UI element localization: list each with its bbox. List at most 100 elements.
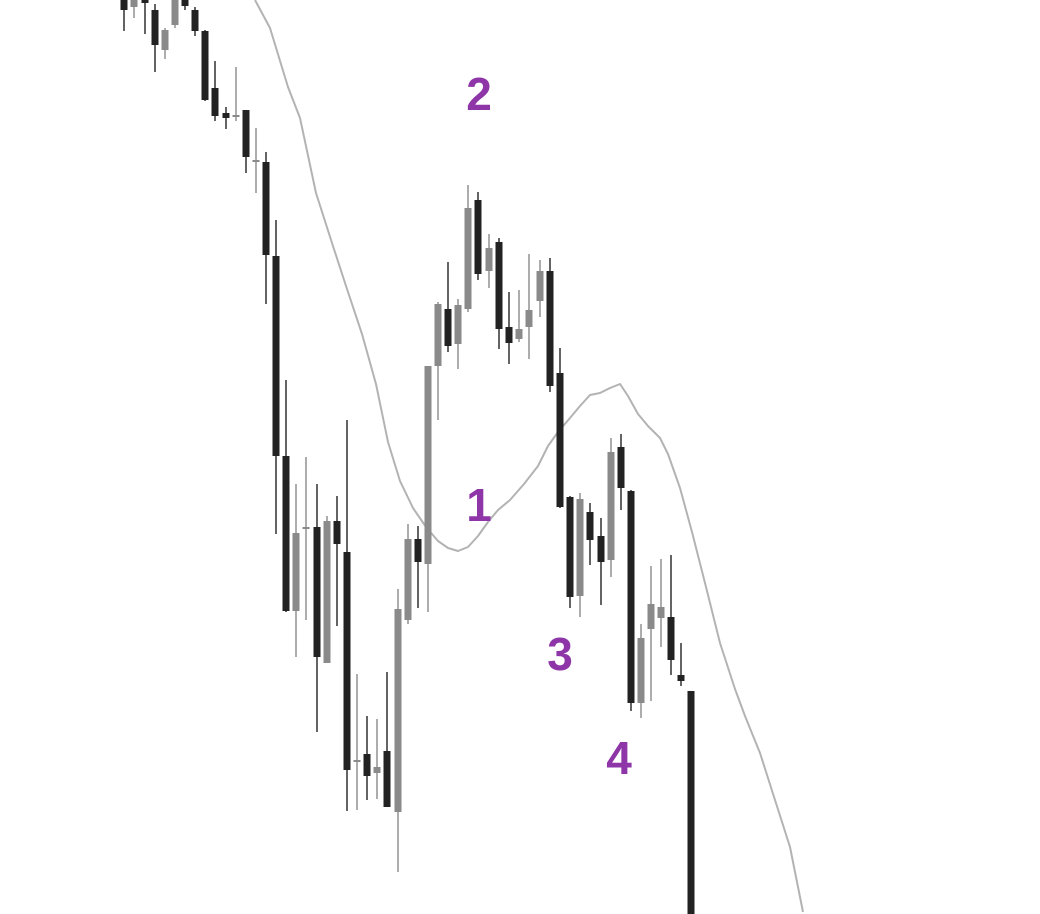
candle-body bbox=[252, 160, 260, 162]
candle-body bbox=[394, 609, 402, 812]
candle bbox=[333, 496, 341, 626]
candle bbox=[647, 566, 655, 701]
candle-body bbox=[242, 110, 250, 157]
candle bbox=[282, 380, 290, 612]
candle bbox=[687, 691, 695, 914]
candle-body bbox=[161, 30, 169, 50]
candle bbox=[627, 490, 635, 711]
candle bbox=[151, 4, 159, 72]
candle-body bbox=[607, 452, 615, 560]
candle bbox=[424, 366, 432, 612]
candle-body bbox=[353, 760, 361, 762]
candle bbox=[586, 503, 594, 565]
candle-body bbox=[383, 751, 391, 807]
candle-body bbox=[556, 373, 564, 507]
candle-body bbox=[687, 691, 695, 914]
candle bbox=[161, 28, 169, 59]
candle-body bbox=[474, 200, 482, 274]
candle bbox=[171, 0, 179, 28]
candle-body bbox=[282, 456, 290, 611]
candle-body bbox=[272, 256, 280, 456]
candle-body bbox=[171, 0, 179, 25]
candle bbox=[302, 457, 310, 620]
candle-body bbox=[677, 675, 685, 681]
candle bbox=[414, 526, 422, 608]
candle bbox=[222, 107, 230, 129]
candle bbox=[576, 493, 584, 617]
candle bbox=[566, 496, 574, 608]
candle bbox=[667, 555, 675, 675]
candle-body bbox=[181, 0, 189, 6]
candle bbox=[252, 128, 260, 193]
candle bbox=[394, 589, 402, 872]
candle bbox=[242, 110, 250, 173]
candle-body bbox=[536, 271, 544, 301]
candle bbox=[474, 192, 482, 280]
candle-body bbox=[637, 638, 645, 703]
candle-body bbox=[343, 552, 351, 770]
candle-body bbox=[302, 527, 310, 529]
candle bbox=[141, 0, 149, 34]
candle bbox=[525, 254, 533, 359]
candle-body bbox=[333, 521, 341, 544]
candle-body bbox=[313, 527, 321, 657]
candle bbox=[262, 152, 270, 304]
candle-body bbox=[566, 497, 574, 597]
candle-body bbox=[597, 536, 605, 562]
candle bbox=[434, 302, 442, 420]
candle-body bbox=[525, 310, 533, 327]
candle-body bbox=[586, 512, 594, 540]
candle bbox=[495, 238, 503, 349]
candle-body bbox=[151, 10, 159, 45]
candle-body bbox=[141, 0, 149, 3]
candle-body bbox=[363, 754, 371, 776]
wave-label-4: 4 bbox=[606, 732, 632, 784]
candle-body bbox=[505, 327, 513, 343]
candle-body bbox=[546, 271, 554, 386]
candle bbox=[211, 61, 219, 121]
candle-body bbox=[485, 248, 493, 271]
candle bbox=[353, 674, 361, 810]
candle-body bbox=[414, 539, 422, 562]
candle-body bbox=[576, 499, 584, 596]
candle-body bbox=[232, 115, 240, 117]
candle-body bbox=[454, 305, 462, 344]
candle-body bbox=[201, 31, 209, 100]
candle bbox=[536, 260, 544, 317]
moving-average-layer bbox=[254, 0, 804, 913]
candle bbox=[130, 0, 138, 18]
candle-body bbox=[667, 617, 675, 660]
candle bbox=[373, 719, 381, 799]
candle bbox=[363, 716, 371, 800]
candle bbox=[232, 67, 240, 121]
candle bbox=[343, 420, 351, 811]
annotations-layer: 2 1 34 bbox=[466, 68, 632, 784]
candle bbox=[181, 0, 189, 10]
candle bbox=[454, 299, 462, 369]
candle bbox=[637, 624, 645, 718]
candle-body bbox=[617, 447, 625, 488]
candle bbox=[383, 672, 391, 807]
candle-body bbox=[657, 607, 665, 618]
candle-body bbox=[495, 242, 503, 329]
candle-body bbox=[515, 329, 523, 339]
candle bbox=[191, 7, 199, 36]
candle bbox=[272, 220, 280, 534]
candle bbox=[485, 234, 493, 288]
candle-body bbox=[222, 113, 230, 118]
candle bbox=[444, 262, 452, 352]
candle-body bbox=[424, 366, 432, 564]
candle-body bbox=[120, 0, 128, 10]
candle-body bbox=[262, 162, 270, 255]
candle bbox=[617, 434, 625, 510]
candle-body bbox=[292, 533, 300, 611]
candle-body bbox=[130, 0, 138, 7]
candle-body bbox=[323, 521, 331, 663]
candle bbox=[556, 348, 564, 508]
candle-body bbox=[464, 208, 472, 309]
candle-body bbox=[627, 491, 635, 703]
candle-body bbox=[434, 304, 442, 366]
candle bbox=[464, 185, 472, 312]
wave-label-1: 1 bbox=[466, 479, 492, 531]
